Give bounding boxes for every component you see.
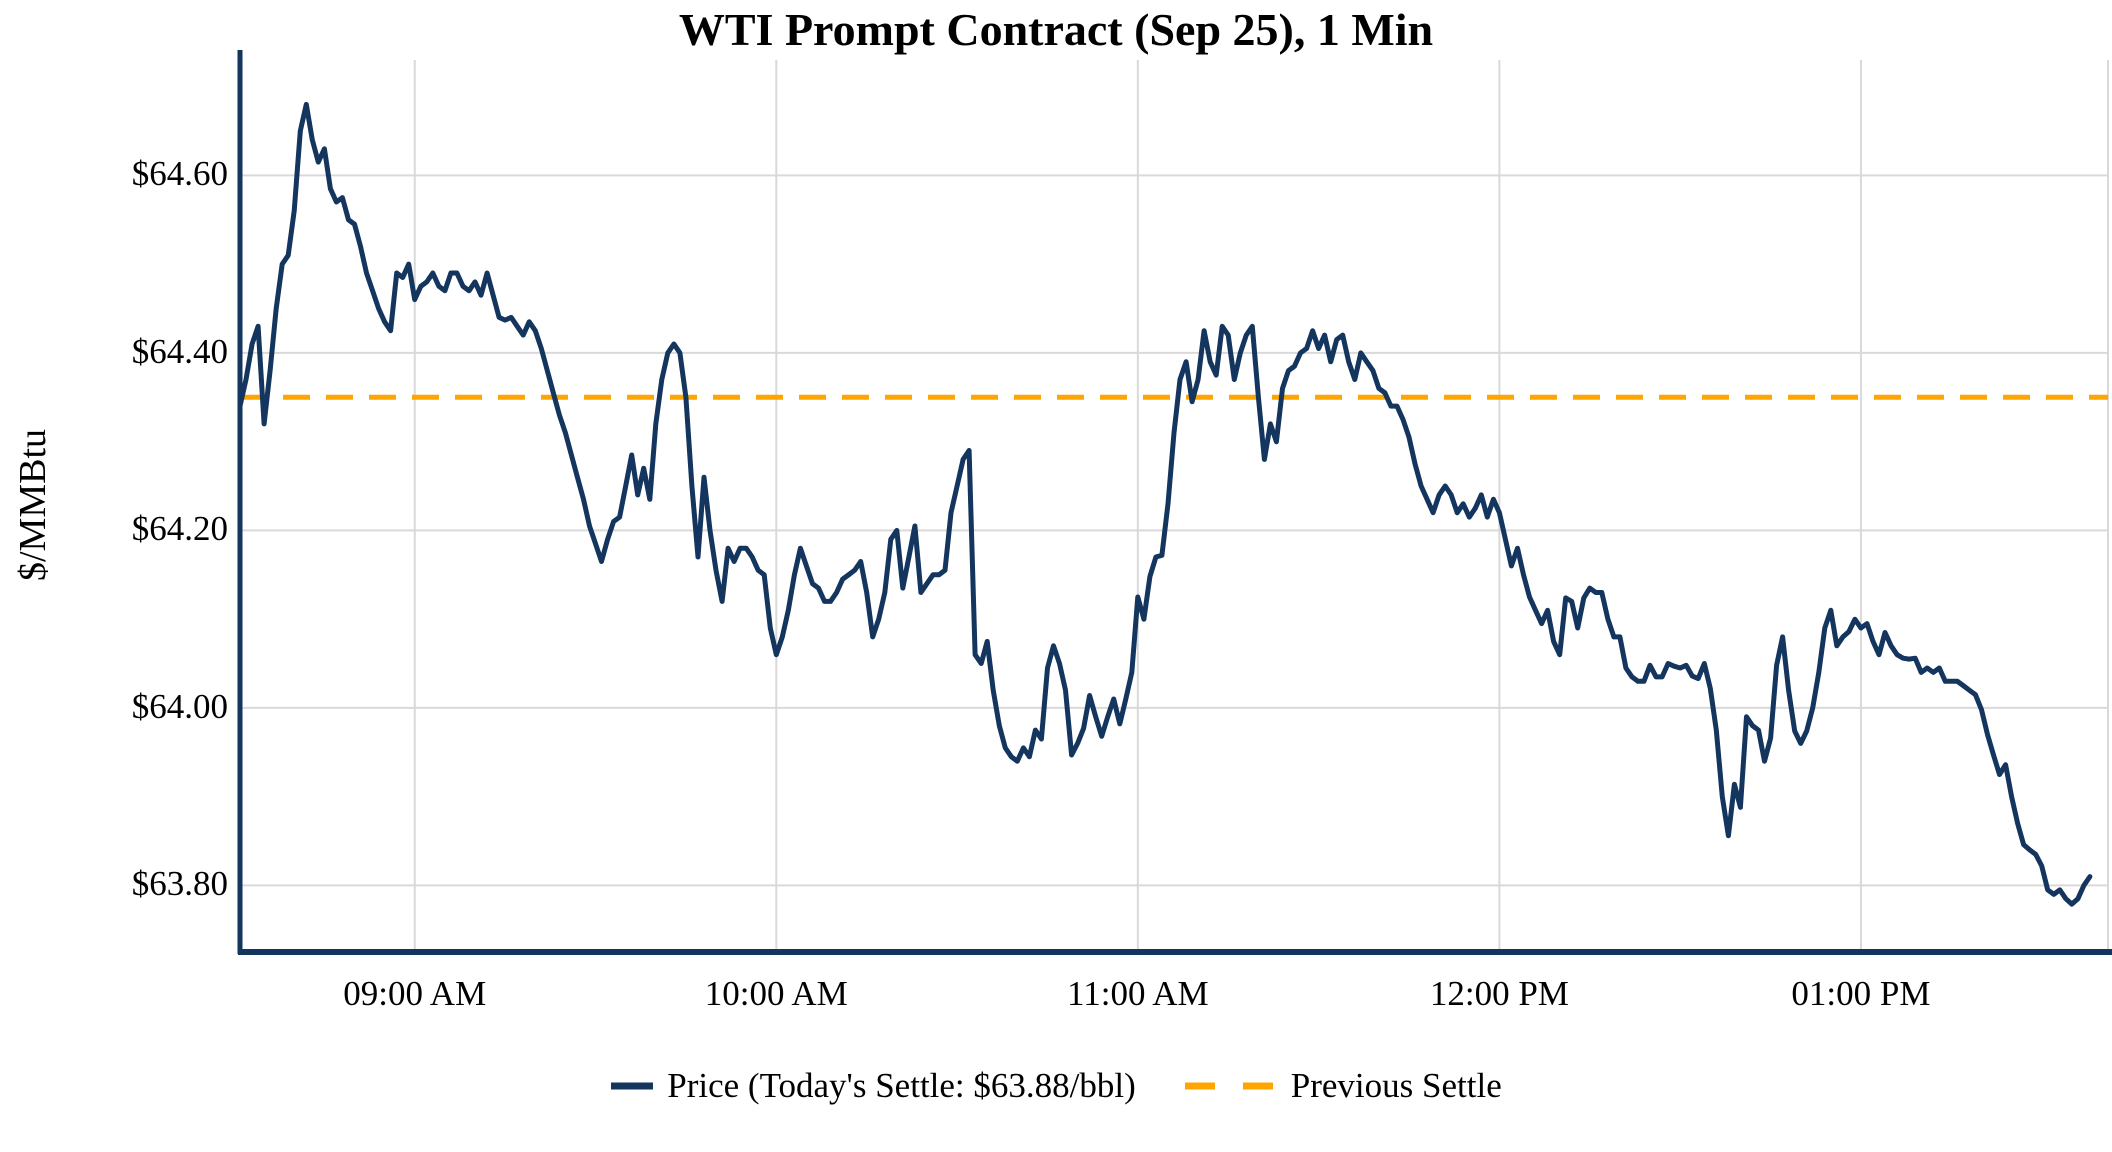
chart-legend: Price (Today's Settle: $63.88/bbl) Previ… (0, 1058, 2112, 1114)
x-tick-label: 09:00 AM (343, 974, 487, 1013)
price-line-legend-swatch (611, 1082, 654, 1090)
x-tick-label: 11:00 AM (1067, 974, 1209, 1013)
chart-title: WTI Prompt Contract (Sep 25), 1 Min (678, 4, 1434, 55)
y-tick-label: $64.60 (131, 154, 228, 194)
price-legend-label: Price (Today's Settle: $63.88/bbl) (667, 1066, 1136, 1105)
y-tick-label: $64.20 (131, 509, 228, 549)
price-line (237, 101, 2093, 907)
previous-settle-legend-swatch (1184, 1082, 1277, 1090)
y-tick-label: $63.80 (131, 864, 228, 904)
y-tick-label: $64.40 (131, 332, 228, 372)
previous-settle-legend-label: Previous Settle (1290, 1066, 1502, 1105)
y-tick-label: $64.00 (131, 687, 228, 727)
x-tick-label: 12:00 PM (1429, 974, 1569, 1013)
x-tick-label: 10:00 AM (704, 974, 848, 1013)
x-tick-label: 01:00 PM (1791, 974, 1931, 1013)
